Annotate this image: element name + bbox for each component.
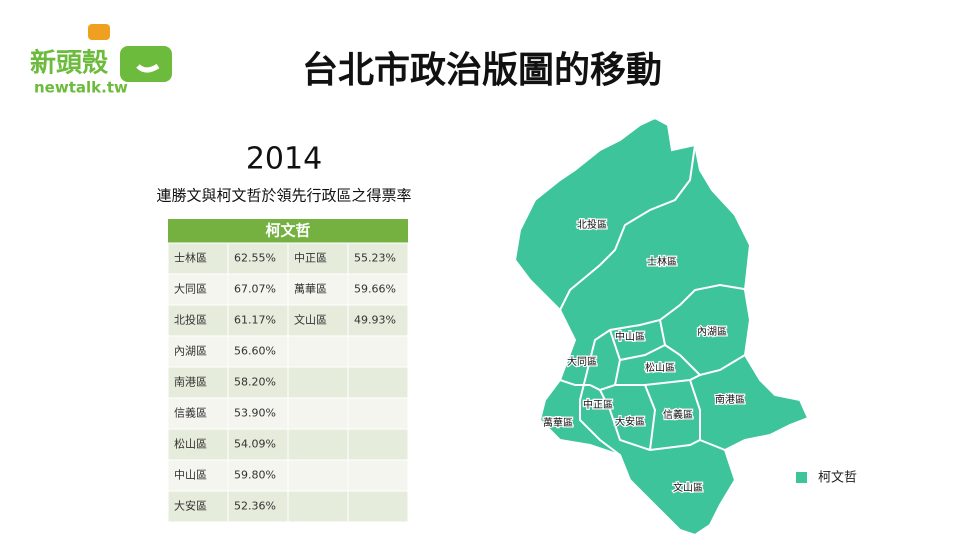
- table-cell-text: 52.36%: [234, 500, 276, 513]
- table-cell: [167, 304, 229, 337]
- district-borders: [559, 144, 751, 456]
- table-cell: [347, 242, 409, 275]
- table-cell-text: 54.09%: [234, 438, 276, 451]
- table-cell-text: 南港區: [174, 376, 207, 389]
- district-label: 中正區: [583, 398, 613, 411]
- table-cell: [227, 304, 289, 337]
- district-label: 南港區: [715, 393, 745, 406]
- table-cell-text: 53.90%: [234, 407, 276, 420]
- table-cell: [347, 304, 409, 337]
- table-cell: [347, 490, 409, 523]
- table-cell: [347, 273, 409, 306]
- table-cell: [287, 459, 349, 492]
- legend-swatch: [796, 472, 807, 483]
- table-cell-text: 59.66%: [354, 283, 396, 296]
- table-cell-text: 大安區: [174, 499, 207, 513]
- table-cell: [347, 366, 409, 399]
- table-cell: [227, 459, 289, 492]
- table-cell-text: 56.60%: [234, 345, 276, 358]
- district-label: 松山區: [645, 361, 675, 374]
- table-cell-text: 北投區: [174, 313, 207, 327]
- table-cell: [287, 428, 349, 461]
- table-cell: [167, 242, 229, 275]
- district-label: 文山區: [673, 481, 703, 494]
- subtitle: 連勝文與柯文哲於領先行政區之得票率: [156, 187, 411, 205]
- table-cell: [347, 428, 409, 461]
- district-label: 北投區: [577, 218, 607, 231]
- table-cell: [287, 335, 349, 368]
- district-label: 內湖區: [697, 326, 727, 338]
- district-label: 大同區: [567, 355, 597, 368]
- table-cell: [227, 335, 289, 368]
- table-cell: [347, 397, 409, 430]
- table-cell-text: 松山區: [174, 437, 207, 451]
- year: 2014: [246, 142, 322, 177]
- table-cell-text: 萬華區: [294, 283, 327, 296]
- table-cell: [347, 459, 409, 492]
- district-label: 中山區: [615, 330, 645, 343]
- table-cell-text: 文山區: [294, 313, 327, 327]
- table-cell-text: 中正區: [294, 252, 327, 265]
- table-cell: [227, 273, 289, 306]
- legend-label: 柯文哲: [818, 471, 857, 486]
- table-cell-text: 信義區: [174, 406, 207, 420]
- district-label: 士林區: [647, 255, 677, 268]
- table-cell-text: 49.93%: [354, 314, 396, 327]
- table-cell: [287, 304, 349, 337]
- table-header: 柯文哲: [265, 222, 310, 240]
- logo-bubble: [88, 24, 110, 40]
- table-body: 士林區 62.55% 中正區 55.23% 大同區 67.07% 萬華區 59.66% 北投區 6…: [167, 242, 409, 523]
- slide-title: 台北市政治版圖的移動: [302, 50, 662, 91]
- district-label: 信義區: [663, 408, 693, 421]
- table-cell: [287, 397, 349, 430]
- table-cell-text: 中山區: [174, 469, 207, 482]
- table-cell: [227, 428, 289, 461]
- table-cell-text: 59.80%: [234, 469, 276, 482]
- table-cell-text: 62.55%: [234, 252, 276, 265]
- logo-smile: [136, 63, 160, 73]
- table-header-bg: [168, 219, 408, 243]
- table-cell-text: 58.20%: [234, 376, 276, 389]
- district-label: 萬華區: [543, 416, 573, 429]
- logo-url: newtalk.tw: [34, 79, 128, 97]
- table-cell: [167, 428, 229, 461]
- table-cell-text: 士林區: [174, 251, 207, 265]
- table-cell: [287, 242, 349, 275]
- district-label: 大安區: [615, 415, 645, 428]
- table-cell: [227, 397, 289, 430]
- table-cell-text: 55.23%: [354, 252, 396, 265]
- table-cell-text: 內湖區: [174, 345, 207, 358]
- logo-bubble: [120, 46, 172, 82]
- table-cell: [287, 490, 349, 523]
- table-cell-text: 大同區: [174, 282, 207, 296]
- table-cell-text: 61.17%: [234, 314, 276, 327]
- table-cell: [287, 366, 349, 399]
- logo-brand: 新頭殼: [30, 48, 109, 79]
- table-cell-text: 67.07%: [234, 283, 276, 296]
- table-cell: [347, 335, 409, 368]
- table-cell: [227, 490, 289, 523]
